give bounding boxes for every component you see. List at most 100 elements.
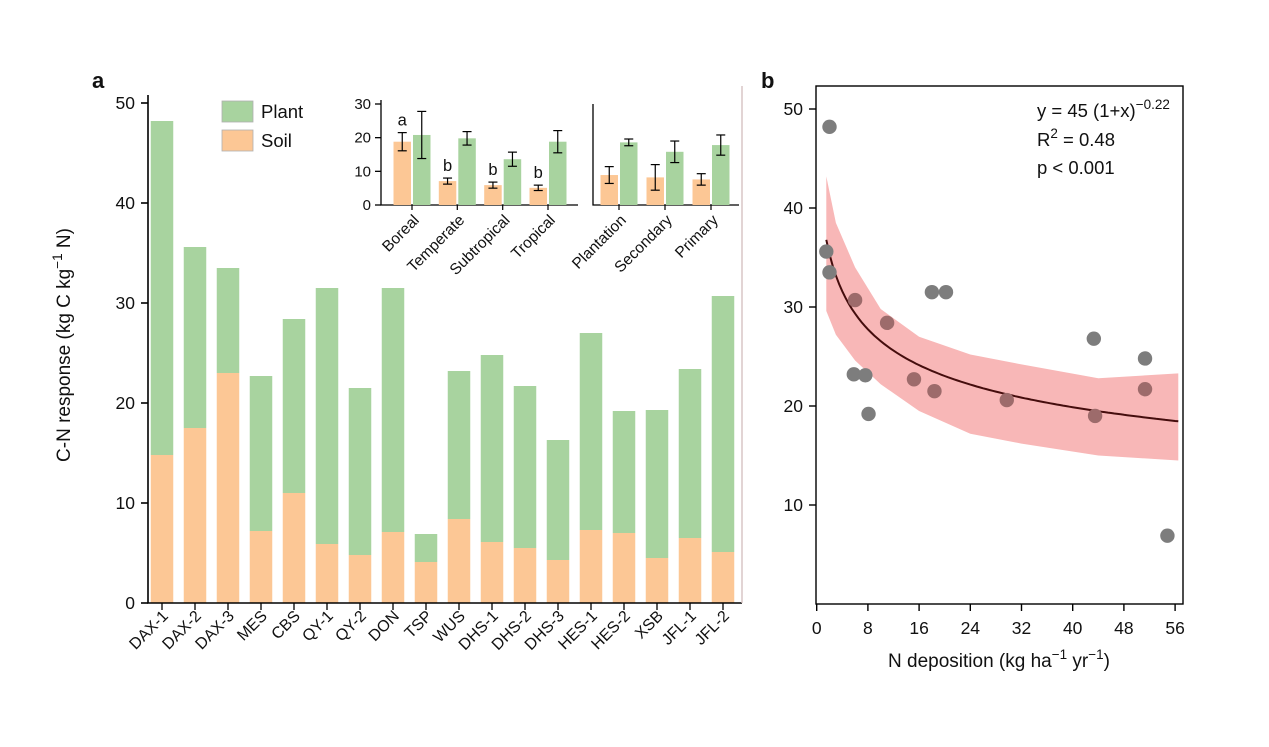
panel-a: a DAX-1DAX-2DAX-3MESCBSQY-1QY-2DONTSPWUS… [50, 68, 743, 654]
x-tick-label-JFL-2: JFL-2 [692, 608, 733, 649]
legend-label-soil: Soil [261, 130, 292, 151]
x-tick-label-CBS: CBS [269, 608, 304, 643]
bar-plant-DHS-3 [546, 440, 570, 560]
inset-sig-letter: a [398, 112, 408, 130]
annotation-line-1: y = 45 (1+x)−0.22 [1037, 97, 1170, 121]
bar-plant-QY-1 [315, 288, 339, 544]
scatter-point [927, 383, 942, 399]
y-tick-label: 40 [116, 193, 136, 213]
bar-soil-HES-1 [579, 530, 603, 603]
x-tick-label: 32 [1012, 618, 1031, 638]
x-tick-label-QY-2: QY-2 [332, 608, 369, 645]
inset-x-label-Tropical: Tropical [508, 212, 559, 263]
scatter-point [1137, 381, 1153, 397]
bar-plant-WUS [447, 371, 471, 519]
x-tick-label: 16 [909, 618, 928, 638]
legend-swatch-soil [221, 129, 254, 152]
inset-sig-letter: b [534, 164, 543, 182]
annotation-line-3: p < 0.001 [1037, 157, 1115, 178]
bar-soil-JFL-2 [711, 552, 735, 603]
bar-soil-DHS-1 [480, 542, 504, 603]
inset-bar-plant-Tropical [549, 141, 567, 205]
bar-plant-DAX-2 [183, 247, 207, 428]
bar-plant-CBS [282, 319, 306, 493]
y-tick-label: 10 [784, 495, 804, 515]
bar-plant-XSB [645, 410, 669, 558]
y-tick-label: 20 [784, 396, 804, 416]
x-tick-label: 56 [1165, 618, 1184, 638]
panel-a-legend: Plant Soil [221, 100, 303, 152]
bar-soil-DHS-3 [546, 560, 570, 603]
bar-soil-MES [249, 531, 273, 603]
inset-bar-plant-Boreal [413, 134, 431, 205]
y-tick-label: 10 [116, 493, 136, 513]
panel-a-inset-chart: 0102030aBorealbTemperatebSubtropicalbTro… [354, 96, 739, 279]
inset-bar-plant-Subtropical [503, 159, 522, 205]
inset-y-tick-label: 0 [363, 197, 371, 214]
y-tick-label: 30 [116, 293, 136, 313]
inset-bar-plant-Secondary [666, 151, 684, 205]
scatter-point [822, 265, 837, 280]
bar-plant-TSP [414, 534, 438, 562]
inset-bar-plant-Temperate [458, 138, 476, 205]
bar-plant-DON [381, 288, 405, 532]
inset-sig-letter: b [488, 161, 497, 179]
inset-bar-soil-Boreal [393, 141, 411, 205]
inset-bar-soil-Temperate [438, 181, 457, 205]
bar-soil-DHS-2 [513, 548, 537, 603]
scatter-point [858, 368, 873, 383]
scatter-point [861, 406, 876, 422]
x-tick-label: 40 [1063, 618, 1083, 638]
inset-axis-2 [592, 104, 739, 206]
bar-plant-JFL-1 [678, 369, 702, 538]
y-tick-label: 20 [116, 393, 136, 413]
scatter-point [906, 372, 922, 387]
x-tick-label-MES: MES [234, 608, 271, 645]
bar-plant-MES [249, 376, 273, 531]
x-tick-label: 24 [961, 618, 981, 638]
y-tick-label: 40 [784, 198, 804, 218]
scatter-point [819, 244, 834, 259]
bar-plant-HES-1 [579, 333, 603, 530]
panel-a-bars [150, 121, 735, 603]
scatter-point [999, 392, 1014, 408]
bar-soil-QY-2 [348, 555, 372, 603]
inset-sig-letter: b [443, 157, 452, 175]
panel-b-plot: 10 20 30 40 50 0 8 16 24 32 40 48 56 [784, 85, 1185, 638]
bar-soil-CBS [282, 493, 306, 603]
panel-b-box [815, 85, 1184, 605]
bar-plant-JFL-2 [711, 296, 735, 552]
y-tick-label: 30 [784, 297, 804, 317]
inset-bar-soil-Tropical [529, 187, 547, 205]
bar-soil-DAX-3 [216, 373, 240, 603]
scatter-point [847, 292, 863, 308]
bar-plant-DAX-1 [150, 121, 174, 455]
bar-soil-WUS [447, 519, 471, 603]
scatter-point [1137, 351, 1153, 366]
scatter-point [846, 367, 862, 382]
bar-soil-DAX-1 [150, 455, 174, 603]
inset-bar-soil-Plantation [600, 175, 618, 205]
inset-y-tick-label: 20 [354, 130, 371, 147]
inset-bar-soil-Secondary [646, 177, 664, 205]
x-tick-label-DON: DON [366, 608, 403, 645]
panel-b: b 10 20 30 40 50 0 8 16 24 32 40 48 56 N deposition … [761, 68, 1185, 672]
annotation-line-2: R2 = 0.48 [1037, 126, 1115, 150]
panel-b-x-axis-title: N deposition (kg ha−1 yr−1) [888, 647, 1110, 672]
scatter-point [1086, 331, 1102, 346]
scatter-point [1160, 528, 1175, 543]
x-tick-label: 0 [812, 618, 822, 638]
y-tick-label: 50 [784, 99, 804, 119]
legend-label-plant: Plant [261, 101, 303, 122]
inset-bar-plant-Plantation [620, 142, 638, 205]
panel-a-y-axis-title: C-N response (kg C kg−1 N) [50, 228, 75, 462]
bar-soil-XSB [645, 558, 669, 603]
inset-bar-soil-Primary [692, 179, 710, 205]
scatter-point [938, 284, 954, 300]
scatter-point [822, 119, 837, 135]
bar-plant-QY-2 [348, 388, 372, 555]
scatter-point [1087, 408, 1103, 424]
bar-plant-DHS-2 [513, 386, 537, 548]
